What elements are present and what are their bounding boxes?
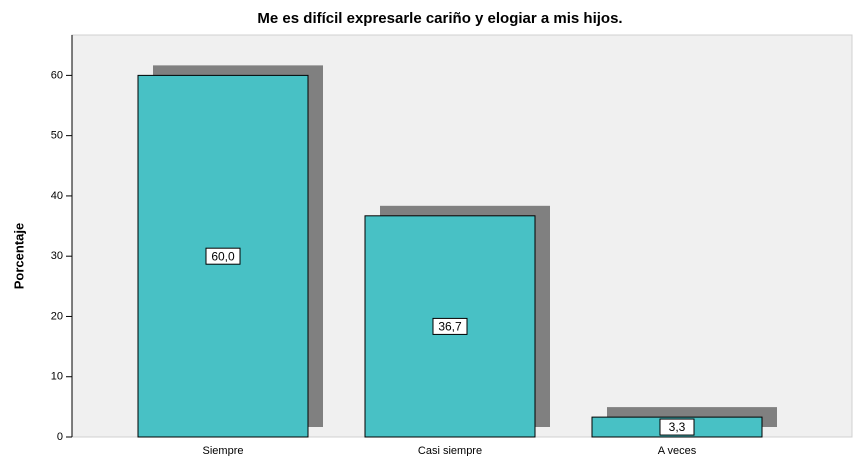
x-tick-label: A veces xyxy=(658,445,697,456)
value-label: 36,7 xyxy=(438,320,462,334)
y-tick-label: 20 xyxy=(51,310,63,322)
value-label-box xyxy=(432,317,468,335)
y-axis-label: Porcentaje xyxy=(11,223,26,289)
y-tick-label: 0 xyxy=(57,431,63,443)
value-label: 60,0 xyxy=(211,249,235,263)
x-tick-label: Siempre xyxy=(203,445,244,456)
value-label: 3,3 xyxy=(669,420,686,434)
value-label-box xyxy=(205,247,241,265)
value-label-box xyxy=(659,418,695,436)
x-tick-label: Casi siempre xyxy=(418,445,482,456)
y-tick-label: 30 xyxy=(51,250,63,262)
y-tick-label: 50 xyxy=(51,130,63,142)
chart-title: Me es difícil expresarle cariño y elogia… xyxy=(257,10,622,27)
y-tick-label: 60 xyxy=(51,69,63,81)
y-tick-label: 10 xyxy=(51,371,63,383)
y-tick-label: 40 xyxy=(51,190,63,202)
